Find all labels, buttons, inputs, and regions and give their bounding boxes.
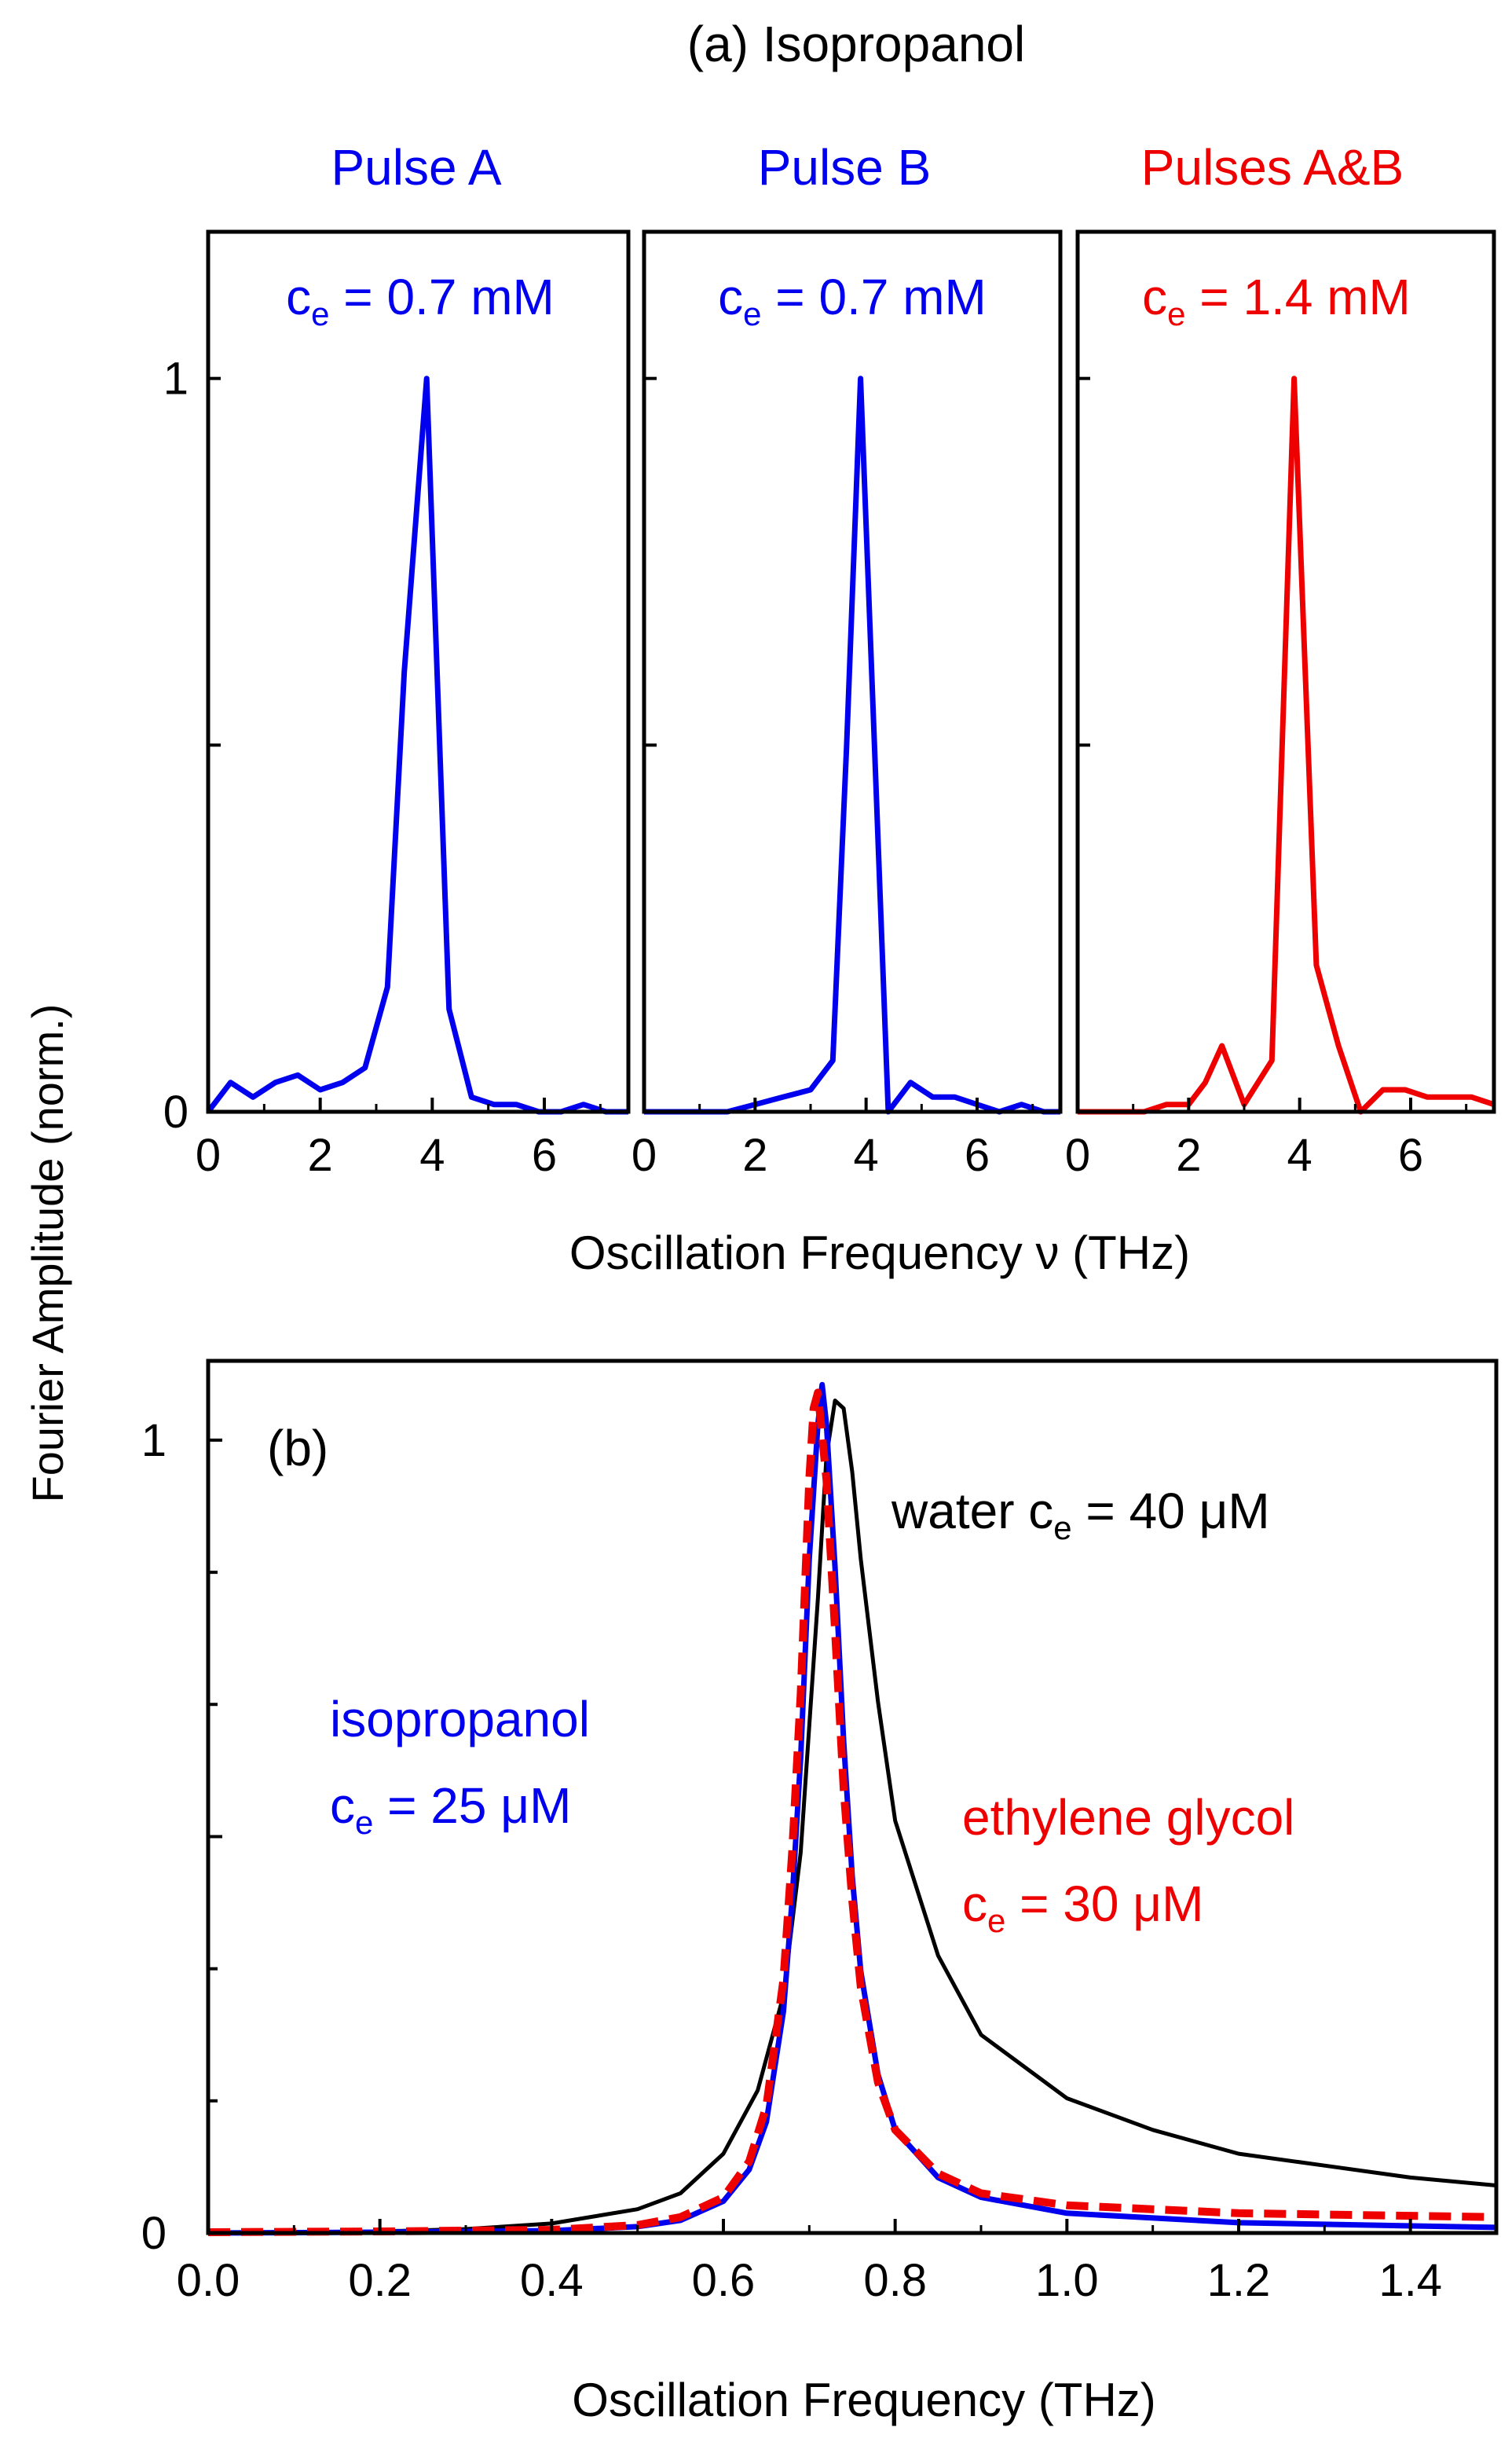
x-tick-label: 1.4 <box>1378 2255 1442 2306</box>
panel-b: 0.0 0.2 0.4 0.6 0.8 1.0 1.2 1.4 01 (b) water ce… <box>141 1358 1499 2426</box>
annotation-ethylene-glycol-name: ethylene glycol <box>962 1789 1294 1846</box>
panel-a-x-axis-label: Oscillation Frequency ν (THz) <box>569 1226 1190 1279</box>
x-tick-label: 4 <box>1287 1130 1312 1181</box>
annotation-isopropanol-rest: = 25 μM <box>373 1777 571 1834</box>
x-tick-label: 4 <box>419 1130 445 1181</box>
x-tick-label: 0.2 <box>348 2255 412 2306</box>
x-tick-label: 1.0 <box>1035 2255 1099 2306</box>
x-tick-label: 6 <box>1398 1130 1423 1181</box>
x-tick-label: 6 <box>532 1130 557 1181</box>
x-ticks-pulse-b: 0 2 4 6 <box>632 1098 1034 1181</box>
x-tick-label: 0 <box>196 1130 221 1181</box>
annotation-ethylene-glycol-conc: ce = 30 μM <box>962 1876 1203 1939</box>
panel-a-title: (a) Isopropanol <box>687 16 1025 72</box>
y-ticks-pulse-b <box>644 376 657 1113</box>
annotation-isopropanol-sub: e <box>355 1804 373 1841</box>
x-tick-label: 2 <box>1176 1130 1201 1181</box>
subplot-label-sub: e <box>743 295 761 332</box>
x-tick-label: 1.2 <box>1207 2255 1271 2306</box>
x-tick-label: 4 <box>854 1130 879 1181</box>
annotation-water-main: c <box>1028 1483 1053 1539</box>
x-tick-label: 0 <box>1065 1130 1090 1181</box>
line-pulses-ab <box>1078 376 1496 1115</box>
x-tick-label: 6 <box>965 1130 990 1181</box>
subplot-header-pulses-ab: Pulses A&B <box>1141 139 1404 196</box>
subplot-label-rest: = 0.7 mM <box>330 269 555 325</box>
y-ticks-pulse-a: 01 <box>163 354 221 1138</box>
annotation-isopropanol-conc: ce = 25 μM <box>330 1777 571 1841</box>
panel-b-y-ticks: 01 <box>141 1415 222 2259</box>
x-tick-label: 2 <box>742 1130 767 1181</box>
x-tick-label: 2 <box>308 1130 333 1181</box>
plot-frame-pulse-b <box>642 229 1063 1114</box>
x-ticks-pulses-ab: 0 2 4 6 <box>1065 376 1468 1181</box>
x-ticks-pulse-a: 0 2 4 6 <box>196 1098 602 1181</box>
annotation-ethylene-glycol-rest: = 30 μM <box>1005 1876 1203 1932</box>
y-tick-label: 1 <box>163 354 189 405</box>
subplot-pulses-ab: Pulses A&B ce = 1.4 mM 0 2 4 6 <box>1065 139 1496 1181</box>
subplot-label-pulses-ab: ce = 1.4 mM <box>1142 269 1411 332</box>
x-tick-label: 0.4 <box>520 2255 584 2306</box>
annotation-water-sub: e <box>1053 1509 1071 1546</box>
plot-frame-pulse-a <box>206 229 631 1114</box>
x-tick-label: 0.6 <box>692 2255 756 2306</box>
panel-b-x-ticks: 0.0 0.2 0.4 0.6 0.8 1.0 1.2 1.4 <box>177 2219 1442 2306</box>
line-ethylene-glycol <box>207 1388 1497 2236</box>
panel-b-label: (b) <box>267 1420 328 1476</box>
x-tick-label: 0.0 <box>177 2255 240 2306</box>
plot-frame-pulses-ab <box>1075 229 1496 1114</box>
subplot-header-pulse-b: Pulse B <box>758 139 932 196</box>
annotation-water-name: water <box>891 1483 1028 1539</box>
x-tick-label: 0 <box>632 1130 657 1181</box>
subplot-label-rest: = 1.4 mM <box>1186 269 1411 325</box>
panel-b-series <box>207 1381 1497 2236</box>
subplot-label-main: c <box>1142 269 1167 325</box>
subplot-pulse-b: Pulse B ce = 0.7 mM 0 2 4 6 <box>632 139 1063 1181</box>
panel-b-x-axis-label: Oscillation Frequency (THz) <box>572 2374 1156 2426</box>
panel-b-plot-frame <box>206 1358 1499 2235</box>
annotation-isopropanol-main: c <box>330 1777 355 1834</box>
annotation-water: water ce = 40 μM <box>891 1483 1270 1546</box>
subplot-label-main: c <box>286 269 311 325</box>
subplot-label-sub: e <box>1167 295 1185 332</box>
line-pulse-b <box>644 376 1060 1115</box>
annotation-isopropanol-name: isopropanol <box>330 1691 590 1747</box>
annotation-water-rest: = 40 μM <box>1072 1483 1270 1539</box>
subplot-header-pulse-a: Pulse A <box>331 139 501 196</box>
y-axis-label: Fourier Amplitude (norm.) <box>23 1004 72 1503</box>
subplot-label-rest: = 0.7 mM <box>762 269 987 325</box>
subplot-label-pulse-a: ce = 0.7 mM <box>286 269 555 332</box>
annotation-ethylene-glycol-sub: e <box>987 1902 1005 1939</box>
x-tick-label: 0.8 <box>863 2255 927 2306</box>
subplot-label-main: c <box>718 269 743 325</box>
annotation-ethylene-glycol-main: c <box>962 1876 987 1932</box>
subplot-label-pulse-b: ce = 0.7 mM <box>718 269 987 332</box>
y-tick-label: 0 <box>163 1087 189 1138</box>
line-pulse-a <box>206 376 628 1115</box>
y-tick-label: 0 <box>141 2208 167 2259</box>
subplot-label-sub: e <box>311 295 329 332</box>
line-water <box>208 1399 1497 2235</box>
y-tick-label: 1 <box>141 1415 167 1466</box>
